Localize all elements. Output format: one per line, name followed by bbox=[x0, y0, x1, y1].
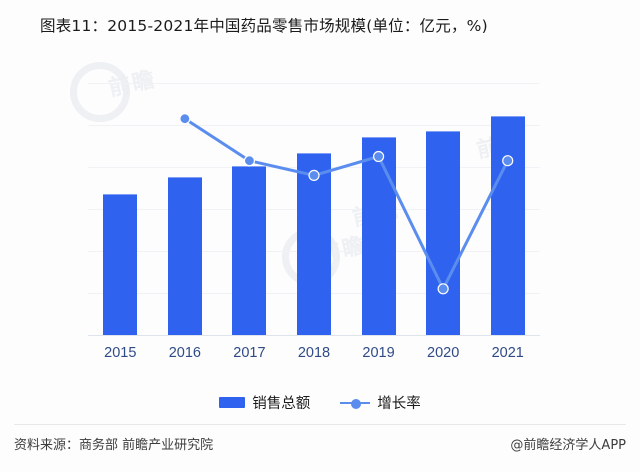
x-tick-label: 2018 bbox=[297, 345, 331, 361]
bar[interactable] bbox=[490, 116, 525, 335]
bar[interactable] bbox=[426, 131, 461, 335]
footer-divider bbox=[14, 424, 626, 425]
chart-title: 图表11：2015-2021年中国药品零售市场规模(单位：亿元，%) bbox=[40, 17, 488, 35]
line-marker[interactable] bbox=[308, 169, 320, 182]
legend-label-sales: 销售总额 bbox=[252, 396, 311, 412]
line-series bbox=[179, 113, 514, 295]
line-marker[interactable] bbox=[502, 155, 514, 167]
gridline bbox=[88, 125, 540, 126]
legend-item-growth[interactable]: 增长率 bbox=[340, 392, 421, 413]
chart-footer: 资料来源：商务部 前瞻产业研究院 @前瞻经济学人APP bbox=[14, 434, 626, 453]
line-marker[interactable] bbox=[437, 283, 449, 295]
x-tick-label: 2015 bbox=[104, 345, 137, 361]
chart-legend: 销售总额 增长率 bbox=[0, 392, 640, 413]
x-tick-label: 2016 bbox=[168, 345, 201, 361]
bar-swatch-icon bbox=[219, 397, 246, 408]
bar[interactable] bbox=[103, 193, 138, 335]
gridline bbox=[88, 335, 540, 336]
legend-label-growth: 增长率 bbox=[377, 396, 421, 412]
bar[interactable] bbox=[361, 136, 396, 335]
brand-text: @前瞻经济学人APP bbox=[510, 438, 626, 453]
source-text: 资料来源：商务部 前瞻产业研究院 bbox=[14, 438, 214, 453]
bar[interactable] bbox=[297, 152, 331, 335]
line-swatch-icon bbox=[340, 397, 371, 409]
line-marker[interactable] bbox=[179, 113, 191, 125]
legend-item-sales[interactable]: 销售总额 bbox=[219, 392, 310, 413]
gridline bbox=[88, 83, 540, 84]
x-tick-label: 2017 bbox=[233, 345, 266, 361]
x-tick-label: 2019 bbox=[362, 345, 395, 361]
x-tick-label: 2021 bbox=[491, 345, 524, 361]
plot-area: 050001000015000200002500030000 0%2%4%6%8… bbox=[88, 83, 540, 361]
line-marker[interactable] bbox=[243, 155, 256, 167]
x-tick-label: 2020 bbox=[427, 345, 460, 361]
line-path bbox=[183, 117, 510, 291]
line-marker[interactable] bbox=[372, 150, 385, 163]
bar[interactable] bbox=[232, 166, 267, 335]
bar[interactable] bbox=[167, 176, 202, 335]
